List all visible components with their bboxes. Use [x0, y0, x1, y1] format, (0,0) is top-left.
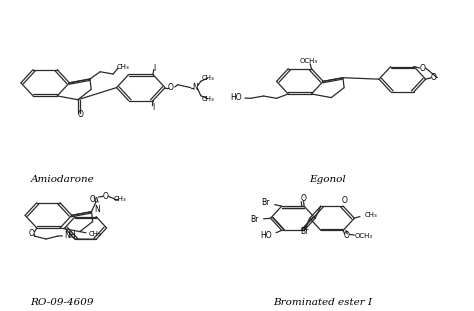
- Text: Br: Br: [262, 198, 270, 207]
- Text: CH₃: CH₃: [116, 64, 129, 70]
- Text: Br: Br: [251, 215, 259, 224]
- Text: Amiodarone: Amiodarone: [30, 174, 94, 183]
- Text: N: N: [94, 205, 100, 214]
- Text: Egonol: Egonol: [310, 174, 346, 183]
- Text: O: O: [28, 229, 34, 238]
- Text: O: O: [300, 194, 306, 203]
- Text: NH: NH: [65, 231, 76, 240]
- Text: CH₃: CH₃: [201, 96, 214, 102]
- Text: CH₃: CH₃: [88, 231, 101, 237]
- Text: CH₃: CH₃: [113, 196, 126, 202]
- Text: O: O: [431, 73, 437, 82]
- Text: CH₃: CH₃: [201, 75, 214, 81]
- Text: O: O: [90, 195, 95, 204]
- Text: N: N: [192, 82, 198, 91]
- Text: I: I: [154, 63, 156, 72]
- Text: RO-09-4609: RO-09-4609: [31, 298, 94, 307]
- Text: OCH₃: OCH₃: [355, 233, 373, 239]
- Text: HO: HO: [260, 231, 272, 240]
- Text: O: O: [102, 192, 109, 201]
- Text: HO: HO: [230, 93, 242, 102]
- Text: Br: Br: [301, 227, 309, 236]
- Text: O: O: [168, 82, 173, 91]
- Text: OCH₃: OCH₃: [300, 58, 318, 63]
- Text: O: O: [419, 63, 425, 72]
- Text: Brominated ester I: Brominated ester I: [273, 298, 373, 307]
- Text: CH₃: CH₃: [365, 212, 377, 218]
- Text: O: O: [341, 197, 347, 205]
- Text: I: I: [152, 103, 154, 112]
- Text: O: O: [344, 230, 350, 239]
- Text: O: O: [78, 110, 83, 119]
